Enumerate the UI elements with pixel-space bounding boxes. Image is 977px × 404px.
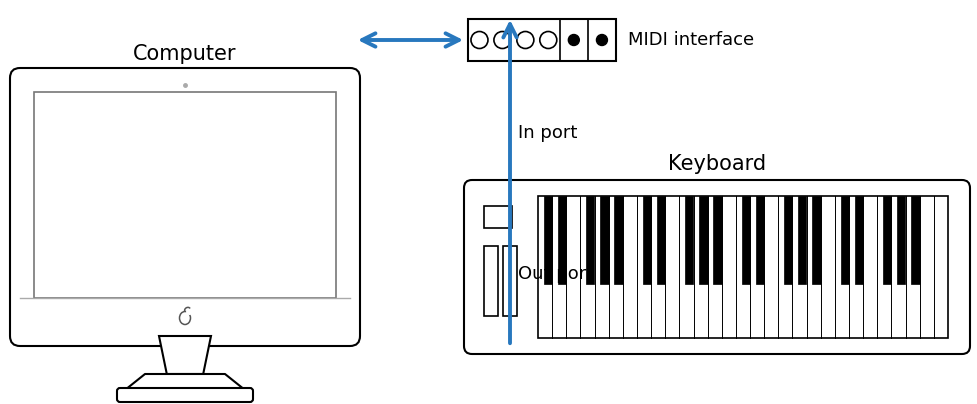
Bar	[685, 196, 693, 284]
Bar	[797, 196, 806, 284]
Bar	[543, 196, 551, 284]
Bar	[642, 196, 651, 284]
Bar	[34, 92, 336, 298]
Bar	[784, 196, 791, 284]
Circle shape	[471, 32, 488, 48]
Bar	[699, 196, 706, 284]
Polygon shape	[120, 374, 250, 394]
Circle shape	[516, 32, 533, 48]
Text: Computer: Computer	[133, 44, 236, 64]
Text: MIDI interface: MIDI interface	[627, 31, 753, 49]
Bar	[484, 246, 497, 316]
Bar	[741, 196, 749, 284]
Bar	[600, 196, 608, 284]
Circle shape	[539, 32, 556, 48]
FancyBboxPatch shape	[10, 68, 360, 346]
Bar	[755, 196, 763, 284]
Bar	[657, 196, 664, 284]
Bar	[854, 196, 862, 284]
Bar	[713, 196, 721, 284]
FancyBboxPatch shape	[117, 388, 253, 402]
Text: Keyboard: Keyboard	[667, 154, 765, 174]
Bar	[484, 206, 512, 228]
FancyBboxPatch shape	[463, 180, 969, 354]
Bar	[502, 246, 517, 316]
Bar	[882, 196, 890, 284]
Bar	[468, 19, 616, 61]
Bar	[911, 196, 918, 284]
Bar	[585, 196, 594, 284]
Text: In port: In port	[518, 124, 576, 143]
Polygon shape	[159, 336, 211, 374]
Bar	[896, 196, 905, 284]
Ellipse shape	[186, 309, 192, 315]
Bar	[812, 196, 820, 284]
Ellipse shape	[180, 311, 191, 324]
Bar	[614, 196, 622, 284]
Circle shape	[493, 32, 510, 48]
Circle shape	[568, 34, 578, 46]
Bar	[840, 196, 848, 284]
Bar	[537, 196, 947, 338]
Bar	[557, 196, 566, 284]
Circle shape	[596, 34, 607, 46]
Text: Out port: Out port	[518, 265, 593, 283]
